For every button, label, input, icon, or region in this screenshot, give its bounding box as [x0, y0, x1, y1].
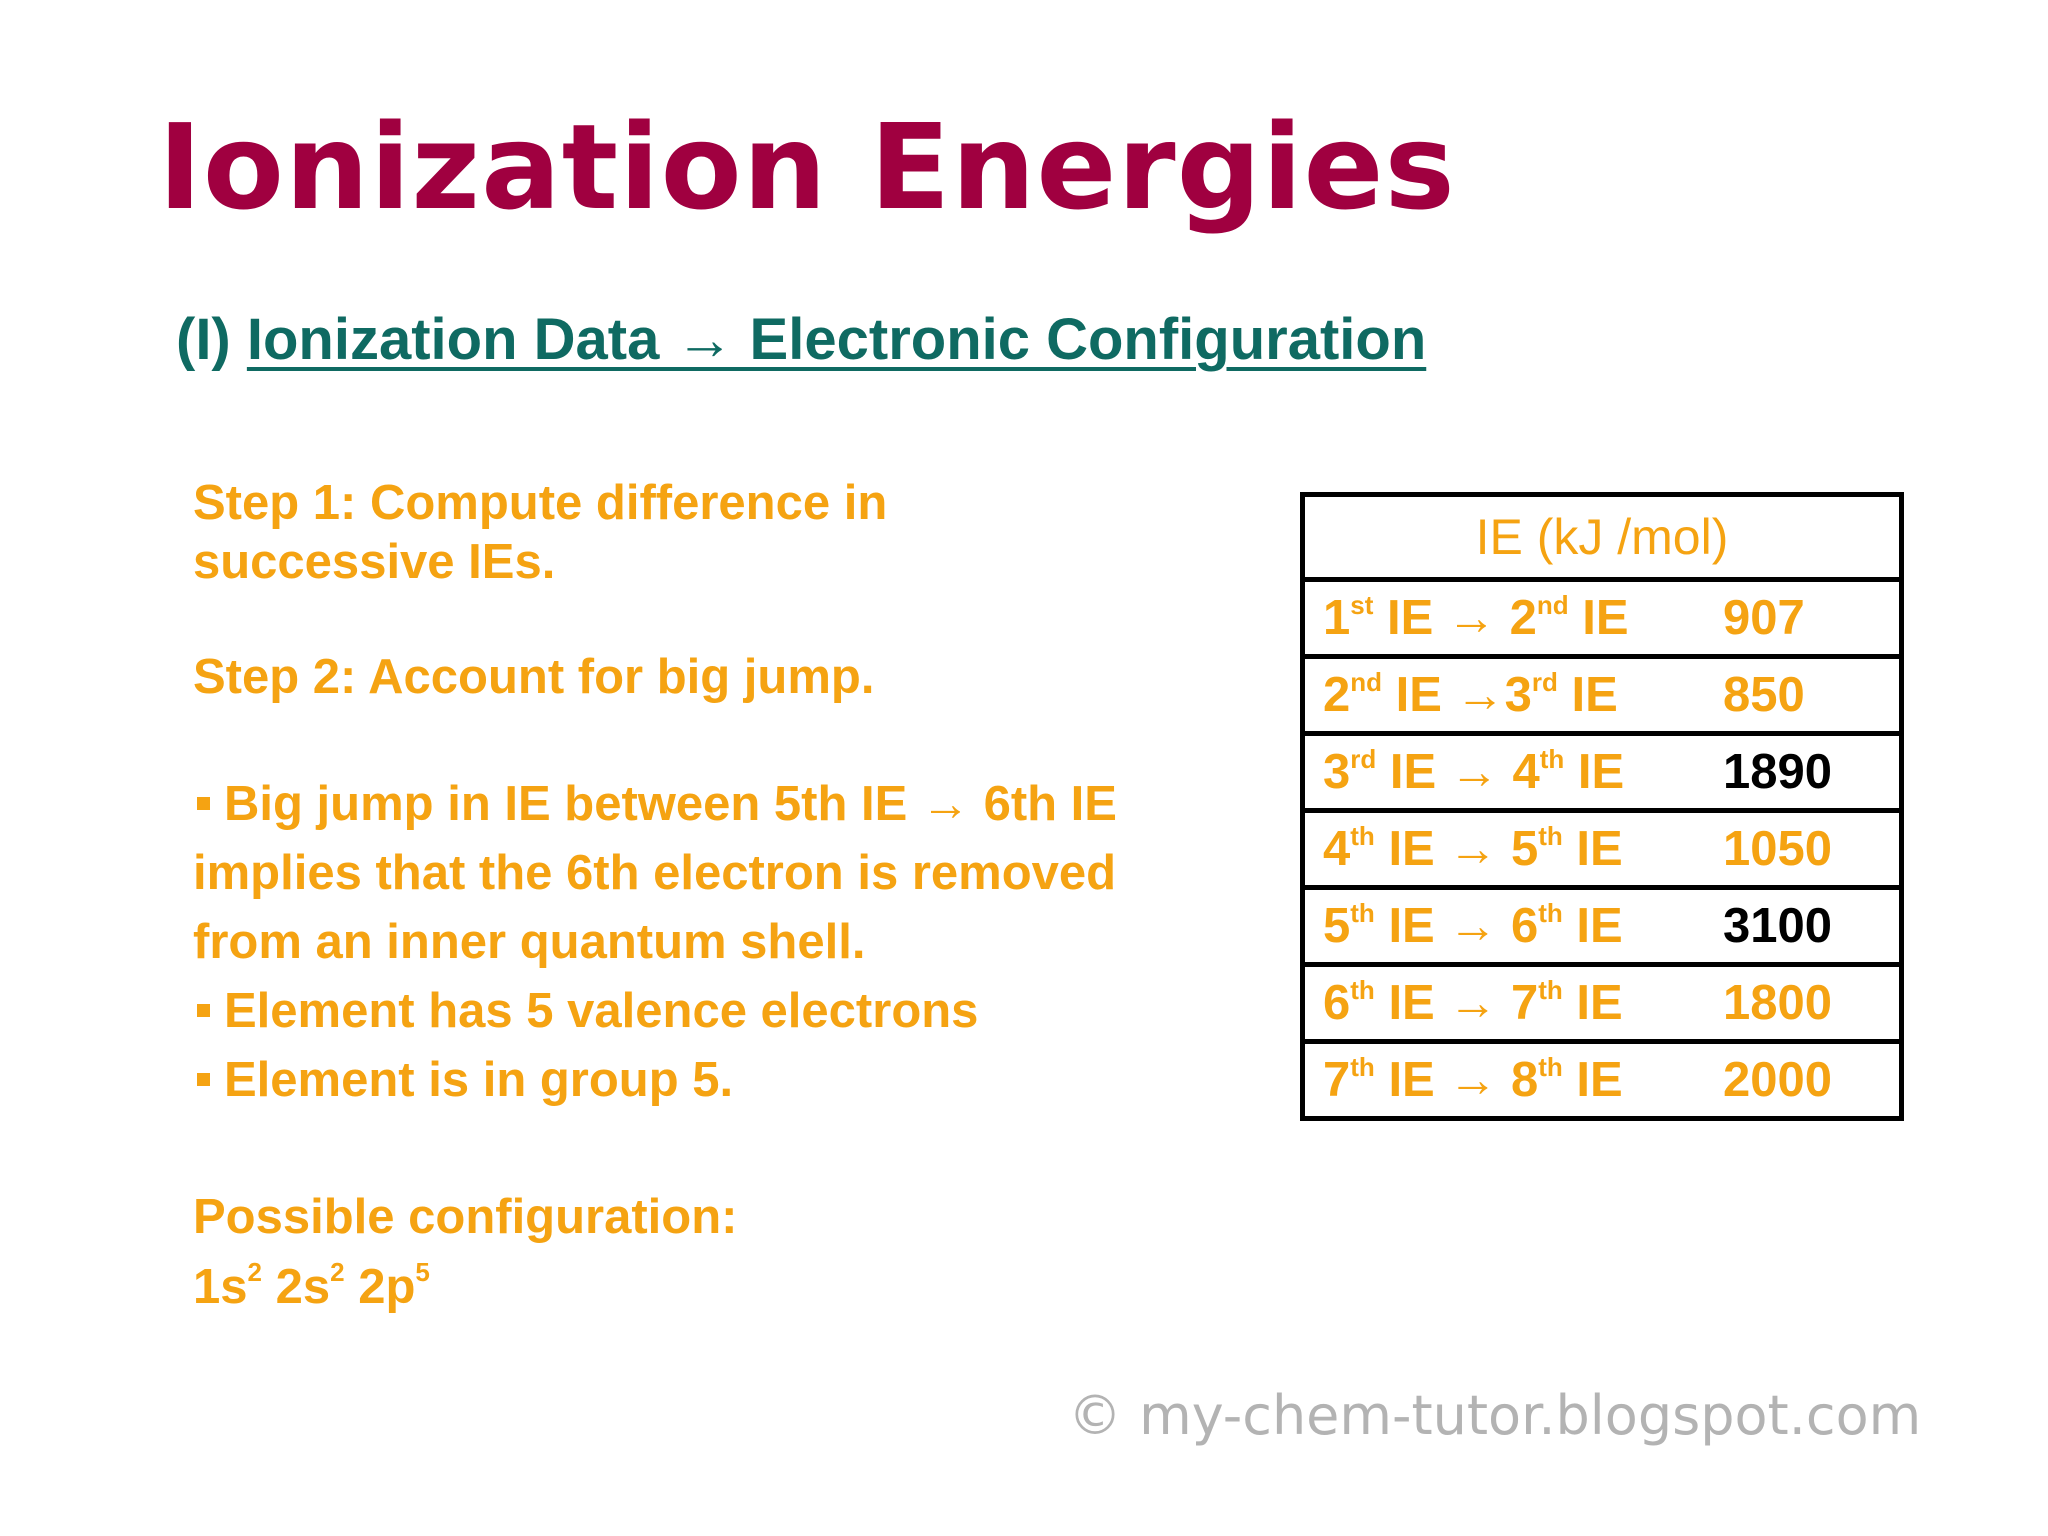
- config-heading: Possible configuration:: [193, 1190, 738, 1244]
- page-title: Ionization Energies: [158, 98, 1456, 236]
- arrow-icon: →: [1448, 899, 1498, 953]
- row-value: 850: [1723, 654, 1902, 736]
- bullet-item: Element is in group 5.: [193, 1046, 1117, 1115]
- watermark: © my-chem-tutor.blogspot.com: [1068, 1384, 1922, 1447]
- section-heading: (I) Ionization Data → Electronic Configu…: [176, 308, 1426, 372]
- section-number: (I): [176, 307, 231, 372]
- row-value: 3100: [1723, 885, 1902, 967]
- step-1-line-2: successive IEs.: [193, 534, 556, 589]
- config-value: 1s2 2s2 2p5: [193, 1258, 430, 1317]
- row-value: 2000: [1723, 1039, 1902, 1121]
- arrow-icon: →: [1449, 745, 1499, 799]
- table-row: 4th IE → 5th IE 1050: [1302, 808, 1902, 890]
- step-1-line-1: Step 1: Compute difference in: [193, 476, 888, 530]
- table-row: 3rd IE → 4th IE 1890: [1302, 731, 1902, 813]
- row-label: 5th IE → 6th IE: [1302, 885, 1723, 967]
- bullet-continuation: from an inner quantum shell.: [193, 915, 866, 969]
- row-label: 3rd IE → 4th IE: [1302, 731, 1723, 813]
- row-label: 6th IE → 7th IE: [1302, 962, 1723, 1044]
- row-label: 1st IE → 2nd IE: [1302, 577, 1723, 659]
- table-header-row: IE (kJ /mol): [1302, 492, 1902, 582]
- table-row: 7th IE → 8th IE 2000: [1302, 1039, 1902, 1121]
- square-bullet-icon: [197, 796, 210, 810]
- table-row: 1st IE → 2nd IE 907: [1302, 577, 1902, 659]
- arrow-icon: →: [1448, 976, 1498, 1030]
- section-heading-text: Ionization Data → Electronic Configurati…: [246, 307, 1427, 372]
- bullet-item: Element has 5 valence electrons: [193, 977, 1117, 1046]
- arrow-icon: →: [1446, 591, 1496, 645]
- arrow-icon: →: [1448, 822, 1498, 876]
- row-value: 907: [1723, 577, 1902, 659]
- step-1: Step 1: Compute difference in successive…: [193, 474, 887, 592]
- row-value: 1890: [1723, 731, 1902, 813]
- row-label: 2nd IE →3rd IE: [1302, 654, 1723, 736]
- table-row: 5th IE → 6th IE 3100: [1302, 885, 1902, 967]
- arrow-icon: →: [1448, 1053, 1498, 1107]
- row-label: 4th IE → 5th IE: [1302, 808, 1723, 890]
- bullet-continuation: implies that the 6th electron is removed: [193, 846, 1117, 900]
- config-term: 1s2: [193, 1257, 262, 1314]
- square-bullet-icon: [197, 1003, 210, 1017]
- bullet-list: Big jump in IE between 5th IE → 6th IE i…: [193, 770, 1117, 1115]
- row-value: 1050: [1723, 808, 1902, 890]
- table-row: 6th IE → 7th IE 1800: [1302, 962, 1902, 1044]
- table-header: IE (kJ /mol): [1302, 492, 1902, 582]
- ie-table: IE (kJ /mol) 1st IE → 2nd IE 907 2nd IE …: [1300, 492, 1904, 1121]
- table-row: 2nd IE →3rd IE 850: [1302, 654, 1902, 736]
- bullet-item: Big jump in IE between 5th IE → 6th IE: [193, 770, 1117, 839]
- table-body: 1st IE → 2nd IE 907 2nd IE →3rd IE 850 3…: [1302, 577, 1902, 1121]
- arrow-icon: →: [1455, 668, 1505, 722]
- square-bullet-icon: [197, 1072, 210, 1086]
- step-2: Step 2: Account for big jump.: [193, 650, 875, 704]
- config-term: 2p5: [358, 1257, 430, 1314]
- row-label: 7th IE → 8th IE: [1302, 1039, 1723, 1121]
- config-term: 2s2: [275, 1257, 345, 1314]
- row-value: 1800: [1723, 962, 1902, 1044]
